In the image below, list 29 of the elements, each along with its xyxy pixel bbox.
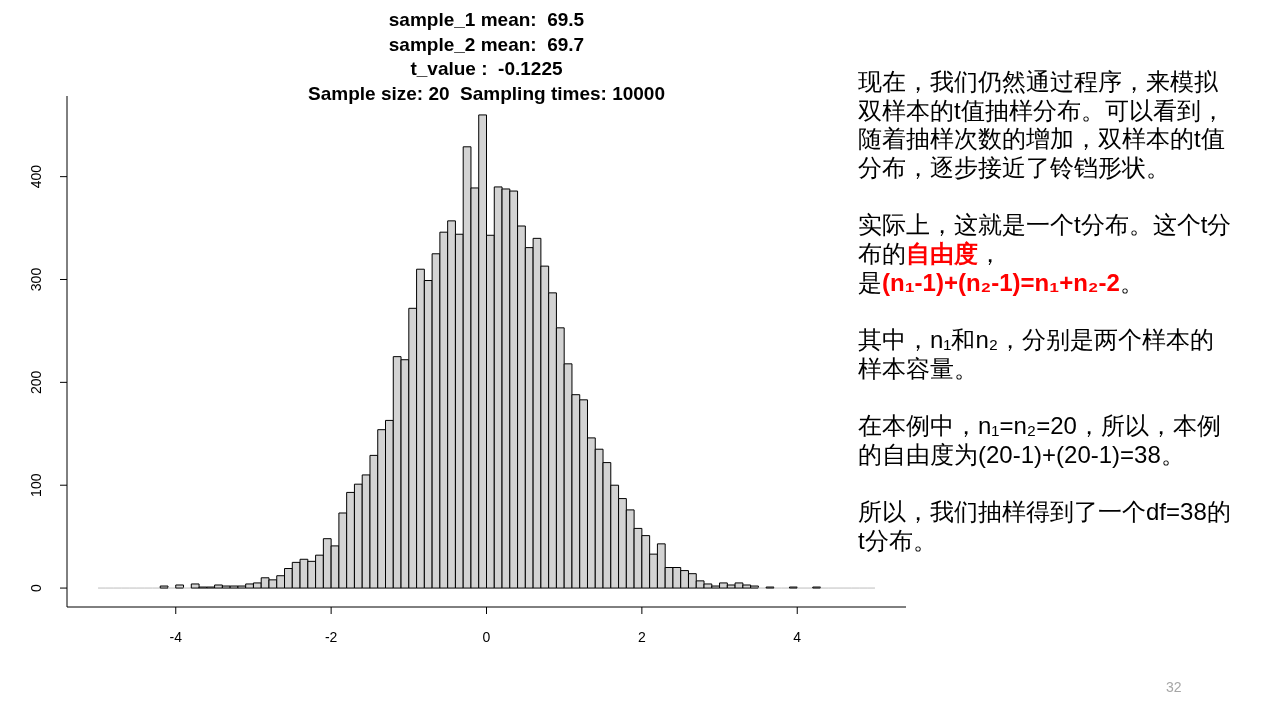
text: ，	[978, 240, 1002, 268]
annotation: 分布，逐步接近了铃铛形状。	[858, 154, 1170, 182]
chart-title: sample_1 mean: 69.5 sample_2 mean: 69.7 t_value : -0.1225 Sample size: 20 Sampling times: 10000	[308, 9, 665, 104]
y-tick-label: 400	[28, 164, 44, 189]
annotation: 所以，我们抽样得到了一个df=38的	[858, 498, 1231, 526]
annotation: 其中，n₁和n₂，分别是两个样本的	[858, 326, 1215, 354]
text: 32	[1166, 679, 1182, 695]
text: 。	[1119, 268, 1144, 296]
annotation: 样本容量。	[858, 354, 978, 382]
x-tick-label: 2	[637, 629, 646, 645]
annotation: (n₁-1)+(n₂-1)=n₁+n₂-2	[882, 268, 1120, 296]
x-tick-label: -4	[169, 629, 183, 645]
x-tick-label: 4	[793, 629, 802, 645]
annotation: t分布。	[858, 527, 937, 554]
x-tick-label: 0	[482, 629, 491, 645]
annotation: 随着抽样次数的增加，双样本的t值	[858, 125, 1225, 153]
x-tick-label: -2	[324, 629, 338, 645]
y-tick-label: 100	[28, 473, 44, 497]
annotation: 双样本的t值抽样分布。可以看到，	[858, 96, 1225, 124]
y-tick-label: 0	[28, 583, 44, 592]
annotation: 的自由度为(20-1)+(20-1)=38。	[858, 440, 1185, 468]
annotation: 是	[858, 268, 882, 296]
annotation: 在本例中，n₁=n₂=20，所以，本例	[858, 412, 1221, 440]
annotation: 布的	[858, 240, 906, 268]
y-tick-label: 200	[28, 370, 44, 395]
y-tick-label: 300	[28, 267, 44, 292]
text: 现在，我们仍然通过程序，来模拟	[858, 68, 1218, 95]
text: 自由度	[906, 240, 978, 268]
annotation: 实际上，这就是一个t分布。这个t分	[858, 211, 1232, 239]
